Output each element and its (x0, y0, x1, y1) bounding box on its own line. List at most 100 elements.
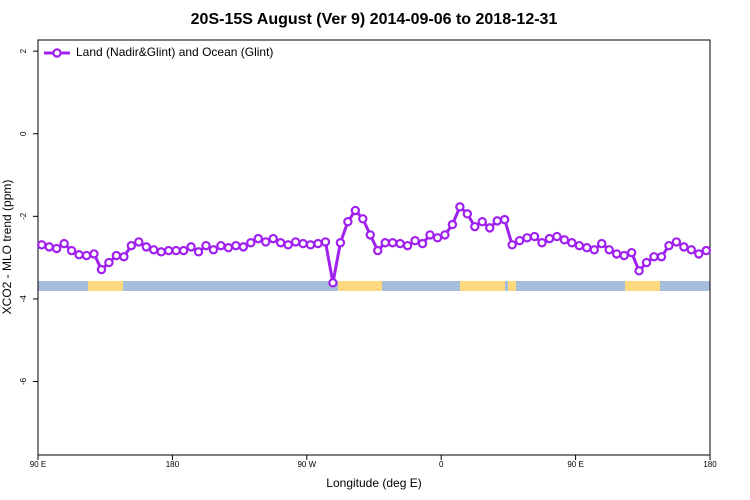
x-axis-label: Longitude (deg E) (326, 476, 421, 490)
data-point (37, 240, 47, 250)
data-point (417, 238, 428, 249)
data-point (186, 242, 196, 252)
data-point (335, 238, 346, 248)
data-point (74, 250, 84, 260)
data-point (149, 245, 159, 255)
data-point (231, 240, 241, 251)
x-tick-label: 180 (703, 460, 717, 469)
data-point (387, 238, 398, 248)
data-point (89, 249, 99, 259)
data-point (96, 264, 107, 275)
data-point (447, 219, 458, 230)
data-point (537, 238, 547, 248)
data-point (216, 240, 226, 251)
data-point (156, 247, 166, 257)
data-point (432, 233, 443, 243)
data-point (574, 240, 585, 251)
data-point (425, 230, 435, 240)
data-point (66, 245, 77, 256)
data-point (402, 240, 413, 251)
data-point (268, 233, 278, 244)
y-tick-label: 0 (19, 131, 28, 136)
x-tick-label: 90 W (297, 460, 316, 469)
data-point (328, 278, 338, 288)
data-point (567, 238, 577, 248)
data-point (275, 238, 286, 248)
data-point (492, 216, 502, 226)
legend-marker (52, 48, 62, 58)
data-point (514, 235, 525, 246)
data-point (126, 240, 137, 251)
data-point (59, 238, 69, 249)
data-point (223, 243, 234, 253)
data-point (477, 216, 487, 227)
land-strip (88, 281, 123, 291)
data-point (134, 237, 144, 247)
data-point (470, 221, 480, 232)
data-point (597, 238, 607, 249)
data-point (193, 247, 204, 257)
data-point (462, 209, 473, 219)
data-point (649, 252, 659, 262)
land-strip (508, 281, 516, 291)
surface-strip (38, 281, 710, 291)
data-point (455, 202, 465, 212)
data-point (290, 237, 301, 247)
data-point (664, 240, 674, 251)
data-point (261, 237, 271, 247)
data-point (559, 235, 570, 245)
y-tick-label: 2 (19, 48, 28, 53)
data-point (485, 223, 495, 233)
y-tick-label: -6 (19, 377, 28, 385)
data-point (305, 240, 316, 250)
data-point (499, 214, 510, 225)
data-point (604, 245, 614, 255)
data-point (119, 252, 129, 262)
data-point (171, 245, 181, 256)
data-point (246, 238, 256, 248)
data-point (634, 266, 644, 276)
data-point (589, 245, 599, 255)
x-tick-label: 0 (439, 460, 444, 469)
data-point (208, 245, 219, 255)
data-point (694, 249, 704, 259)
data-point (641, 257, 652, 268)
data-point (701, 245, 711, 256)
data-point (529, 231, 540, 242)
y-tick-label: -4 (19, 295, 28, 303)
data-point (410, 235, 420, 246)
data-point (582, 243, 592, 253)
y-tick-label: -2 (19, 212, 28, 220)
data-point (350, 205, 361, 216)
data-point (507, 240, 517, 250)
data-point (358, 214, 368, 224)
data-point (81, 250, 92, 261)
land-strip (338, 281, 382, 291)
data-point (313, 238, 323, 249)
data-point (141, 242, 151, 252)
x-tick-label: 180 (166, 460, 180, 469)
data-point (104, 257, 114, 268)
x-tick-label: 90 E (30, 460, 46, 469)
data-point (656, 252, 667, 262)
data-point (298, 238, 308, 249)
data-point (522, 233, 532, 243)
data-point (552, 231, 562, 242)
data-point (679, 242, 689, 252)
data-point (440, 230, 450, 240)
data-point (365, 230, 375, 240)
data-point (671, 237, 682, 247)
data-point (238, 242, 249, 252)
data-point (686, 245, 697, 255)
data-point (201, 240, 211, 251)
land-strip (460, 281, 505, 291)
data-point (51, 243, 62, 254)
chart-title: 20S-15S August (Ver 9) 2014-09-06 to 201… (191, 11, 558, 28)
legend-label: Land (Nadir&Glint) and Ocean (Glint) (76, 45, 273, 59)
x-tick-label: 90 E (567, 460, 583, 469)
land-strip (625, 281, 660, 291)
data-point (544, 233, 555, 244)
data-point (111, 250, 122, 261)
data-point (178, 245, 189, 256)
